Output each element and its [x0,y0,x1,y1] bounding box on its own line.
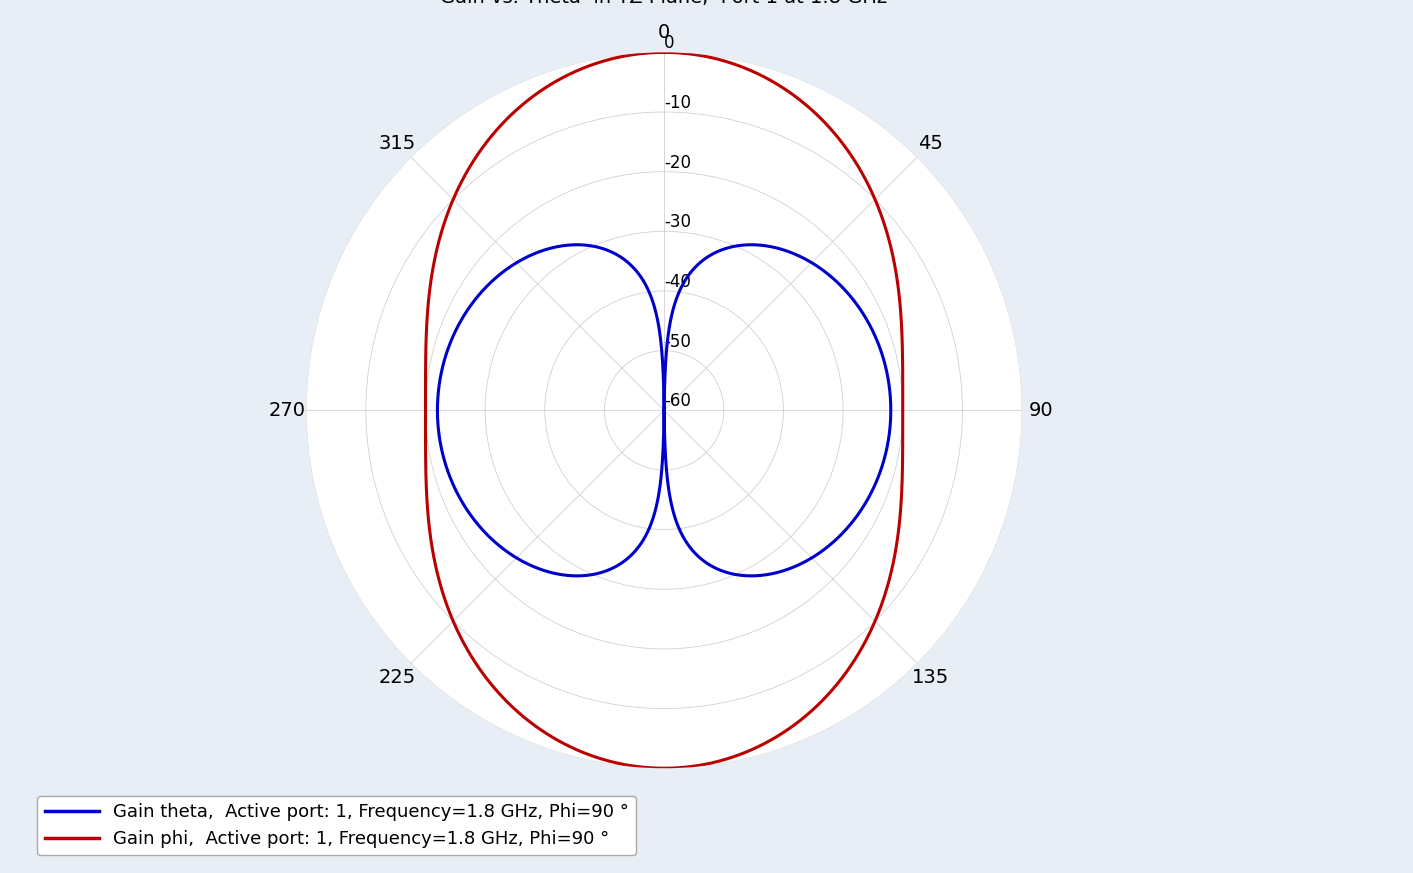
Title: Gain vs. Theta  in YZ Plane,  Port 1 at 1.8 GHz: Gain vs. Theta in YZ Plane, Port 1 at 1.… [441,0,887,7]
Legend: Gain theta,  Active port: 1, Frequency=1.8 GHz, Phi=90 °, Gain phi,  Active port: Gain theta, Active port: 1, Frequency=1.… [37,796,636,856]
